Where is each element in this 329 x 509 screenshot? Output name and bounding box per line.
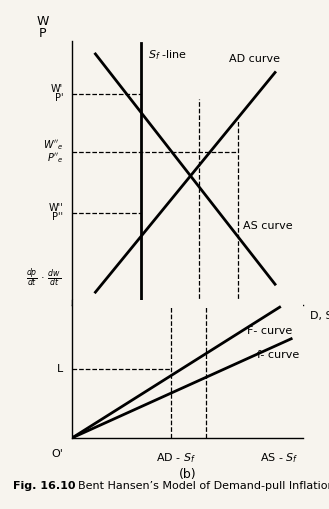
Text: W''
P'': W'' P'' <box>49 203 63 222</box>
Text: F- curve: F- curve <box>247 326 293 335</box>
Text: AD curve: AD curve <box>229 54 280 64</box>
Text: (b): (b) <box>179 468 196 481</box>
Text: AS curve: AS curve <box>243 221 292 231</box>
Text: W
P: W P <box>36 15 49 40</box>
Text: Fig. 16.10: Fig. 16.10 <box>13 481 76 491</box>
Text: AD - $S_f$: AD - $S_f$ <box>156 451 196 465</box>
Text: O': O' <box>51 449 63 459</box>
Text: $W''_e$
$P''_e$: $W''_e$ $P''_e$ <box>43 138 63 165</box>
Text: $S_f$ -line: $S_f$ -line <box>148 49 188 63</box>
Text: L: L <box>57 364 63 374</box>
Text: AS - $S_f$: AS - $S_f$ <box>260 451 299 465</box>
Text: $\frac{dp}{dt}$ · $\frac{dw}{dt}$: $\frac{dp}{dt}$ · $\frac{dw}{dt}$ <box>26 266 62 289</box>
Text: Bent Hansen’s Model of Demand-pull Inflation: Bent Hansen’s Model of Demand-pull Infla… <box>64 481 329 491</box>
Text: D, S: D, S <box>310 311 329 321</box>
Text: W'
P': W' P' <box>51 84 63 103</box>
Text: f- curve: f- curve <box>257 350 299 360</box>
Text: (a): (a) <box>202 332 219 345</box>
